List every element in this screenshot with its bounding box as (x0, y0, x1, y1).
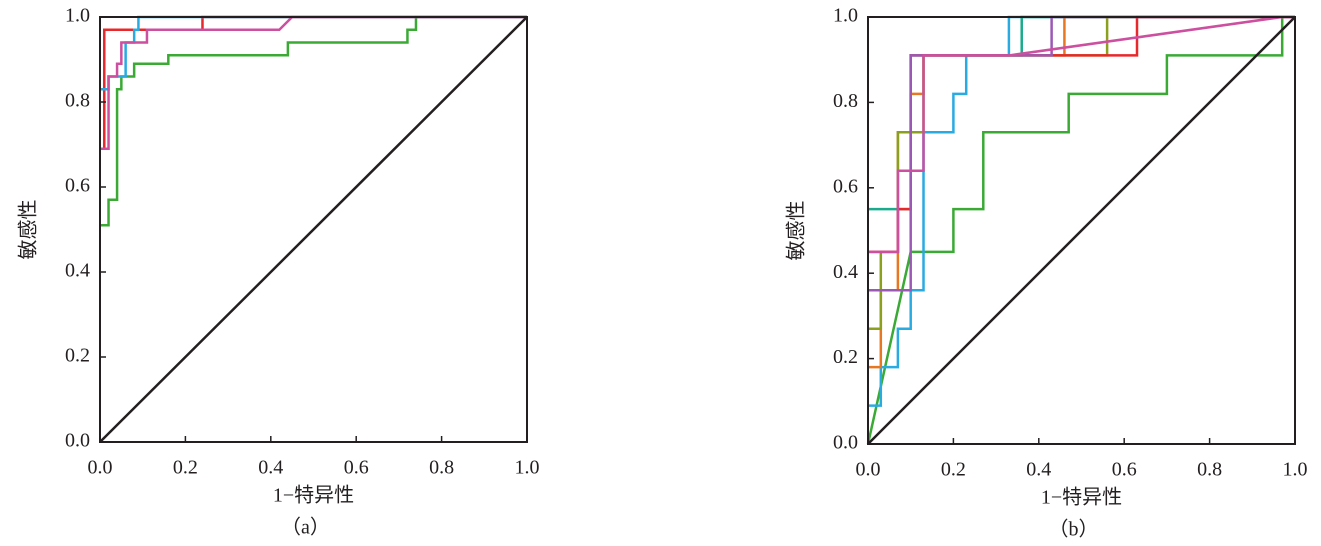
x-tick-label: 0.6 (344, 457, 369, 479)
y-tick-label: 0.4 (833, 261, 858, 283)
roc-curve (99, 16, 528, 443)
y-tick-label: 1.0 (65, 5, 90, 27)
y-tick-label: 0.6 (833, 175, 858, 197)
x-tick-label: 1.0 (1283, 459, 1308, 481)
y-tick-label: 0.0 (833, 432, 858, 454)
roc-curve (866, 15, 1295, 445)
x-tick-label: 0.4 (258, 457, 283, 479)
roc-curve (100, 15, 527, 227)
x-tick-label: 0.4 (1026, 459, 1051, 481)
x-tick-label: 0.0 (856, 459, 881, 481)
y-tick-label: 0.2 (833, 346, 858, 368)
roc-curve (868, 15, 1295, 254)
roc-curve (868, 15, 1295, 330)
y-tick-label: 0.2 (65, 345, 90, 367)
x-axis-label: 1−特异性 (273, 484, 354, 507)
roc-curve (100, 15, 527, 150)
x-tick-label: 0.6 (1112, 459, 1137, 481)
y-tick-label: 0.8 (65, 90, 90, 112)
x-tick-label: 0.2 (173, 457, 198, 479)
roc-curve (100, 15, 527, 150)
caption: （a） (281, 516, 330, 539)
x-tick-label: 1.0 (515, 457, 540, 479)
x-tick-label: 0.8 (429, 457, 454, 479)
x-axis-label: 1−特异性 (1041, 486, 1122, 509)
y-tick-label: 0.6 (65, 175, 90, 197)
y-axis-label: 敏感性 (17, 200, 40, 260)
y-tick-label: 0.0 (65, 430, 90, 452)
roc-curve (868, 15, 1295, 292)
y-tick-label: 1.0 (833, 5, 858, 27)
y-tick-label: 0.8 (833, 90, 858, 112)
y-axis-label: 敏感性 (785, 201, 808, 261)
plot-frame (99, 16, 528, 443)
y-tick-label: 0.4 (65, 260, 90, 282)
roc-curve (868, 15, 1295, 369)
x-tick-label: 0.0 (88, 457, 113, 479)
x-tick-label: 0.2 (941, 459, 966, 481)
roc-curve (100, 15, 527, 91)
roc-curve (867, 16, 1296, 445)
x-tick-label: 0.8 (1197, 459, 1222, 481)
roc-curve (868, 15, 1295, 254)
plot-frame (867, 16, 1296, 445)
roc-curve (868, 15, 1295, 407)
caption: （b） (1049, 518, 1099, 541)
